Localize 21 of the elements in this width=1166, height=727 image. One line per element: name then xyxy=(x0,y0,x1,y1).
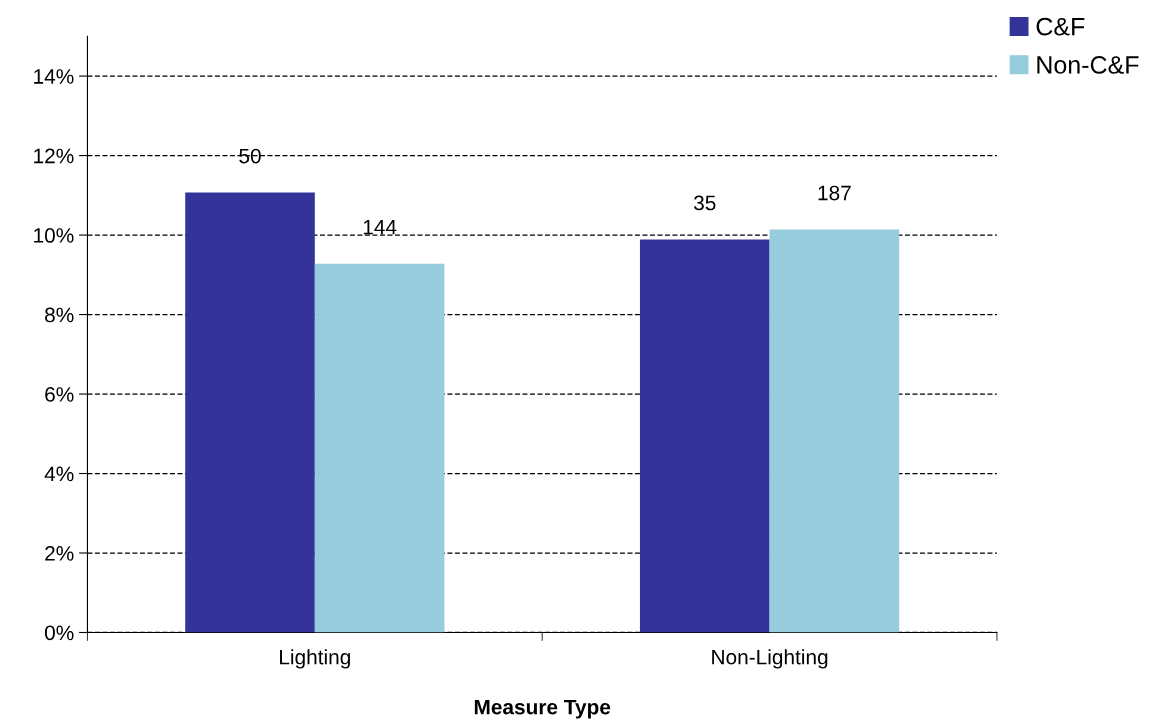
y-tick-label: 0% xyxy=(44,625,74,641)
bar xyxy=(639,239,770,633)
annotation: 144 xyxy=(363,220,397,235)
y-tick-label: 4% xyxy=(44,466,74,482)
y-tick-label: 8% xyxy=(45,307,74,323)
y-tick-label: 12% xyxy=(34,148,74,164)
annotation: 50 xyxy=(239,148,261,164)
y-tick-label: 2% xyxy=(45,546,74,561)
bar xyxy=(314,263,445,633)
annotation: 187 xyxy=(818,185,851,201)
x-tick-label: Non-Lighting xyxy=(712,649,828,669)
bar xyxy=(769,229,900,633)
x-tick-label: Lighting xyxy=(280,649,350,669)
y-tick-label: 6% xyxy=(45,387,74,402)
annotation: 35 xyxy=(693,195,716,211)
y-tick-label: 14% xyxy=(34,69,74,84)
y-tick-label: 10% xyxy=(34,228,74,243)
legend-label: Non-C&F xyxy=(1037,56,1139,74)
bar xyxy=(185,192,315,633)
x-axis-title: Measure Type xyxy=(474,699,611,719)
legend-label: C&F xyxy=(1036,17,1085,36)
